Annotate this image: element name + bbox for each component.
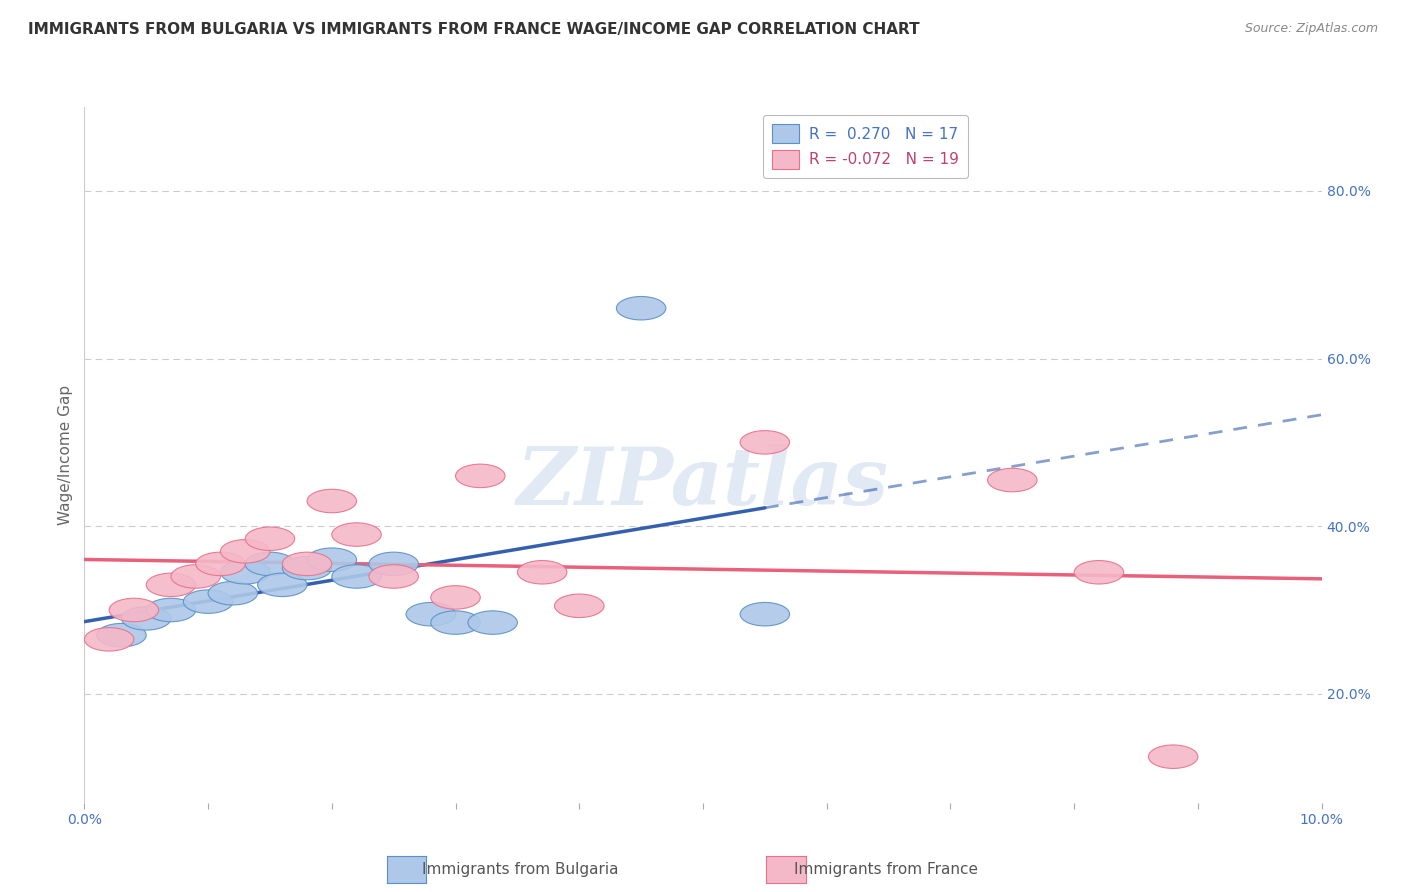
Ellipse shape [307, 548, 357, 572]
Ellipse shape [195, 552, 245, 575]
Ellipse shape [406, 602, 456, 626]
Ellipse shape [245, 527, 295, 550]
Ellipse shape [146, 574, 195, 597]
Ellipse shape [740, 602, 790, 626]
Ellipse shape [172, 565, 221, 588]
Ellipse shape [245, 552, 295, 575]
Ellipse shape [468, 611, 517, 634]
Legend: R =  0.270   N = 17, R = -0.072   N = 19: R = 0.270 N = 17, R = -0.072 N = 19 [762, 115, 967, 178]
Ellipse shape [430, 611, 481, 634]
Ellipse shape [283, 552, 332, 575]
Ellipse shape [456, 464, 505, 488]
Ellipse shape [84, 628, 134, 651]
Text: Source: ZipAtlas.com: Source: ZipAtlas.com [1244, 22, 1378, 36]
Ellipse shape [110, 599, 159, 622]
Ellipse shape [208, 582, 257, 605]
Ellipse shape [307, 490, 357, 513]
Ellipse shape [332, 523, 381, 546]
Ellipse shape [183, 590, 233, 614]
Ellipse shape [430, 586, 481, 609]
Ellipse shape [221, 540, 270, 563]
Ellipse shape [221, 560, 270, 584]
Ellipse shape [121, 607, 172, 630]
Ellipse shape [987, 468, 1038, 491]
Ellipse shape [1074, 560, 1123, 584]
Text: Immigrants from France: Immigrants from France [794, 863, 977, 877]
Ellipse shape [368, 552, 419, 575]
Y-axis label: Wage/Income Gap: Wage/Income Gap [58, 384, 73, 525]
Ellipse shape [740, 431, 790, 454]
Ellipse shape [97, 624, 146, 647]
Ellipse shape [146, 599, 195, 622]
Ellipse shape [1149, 745, 1198, 768]
Text: ZIPatlas: ZIPatlas [517, 444, 889, 522]
Ellipse shape [332, 565, 381, 588]
Ellipse shape [616, 296, 666, 320]
Ellipse shape [554, 594, 605, 617]
Text: IMMIGRANTS FROM BULGARIA VS IMMIGRANTS FROM FRANCE WAGE/INCOME GAP CORRELATION C: IMMIGRANTS FROM BULGARIA VS IMMIGRANTS F… [28, 22, 920, 37]
Ellipse shape [368, 565, 419, 588]
Ellipse shape [283, 557, 332, 580]
Text: Immigrants from Bulgaria: Immigrants from Bulgaria [422, 863, 619, 877]
Ellipse shape [517, 560, 567, 584]
Ellipse shape [257, 574, 307, 597]
